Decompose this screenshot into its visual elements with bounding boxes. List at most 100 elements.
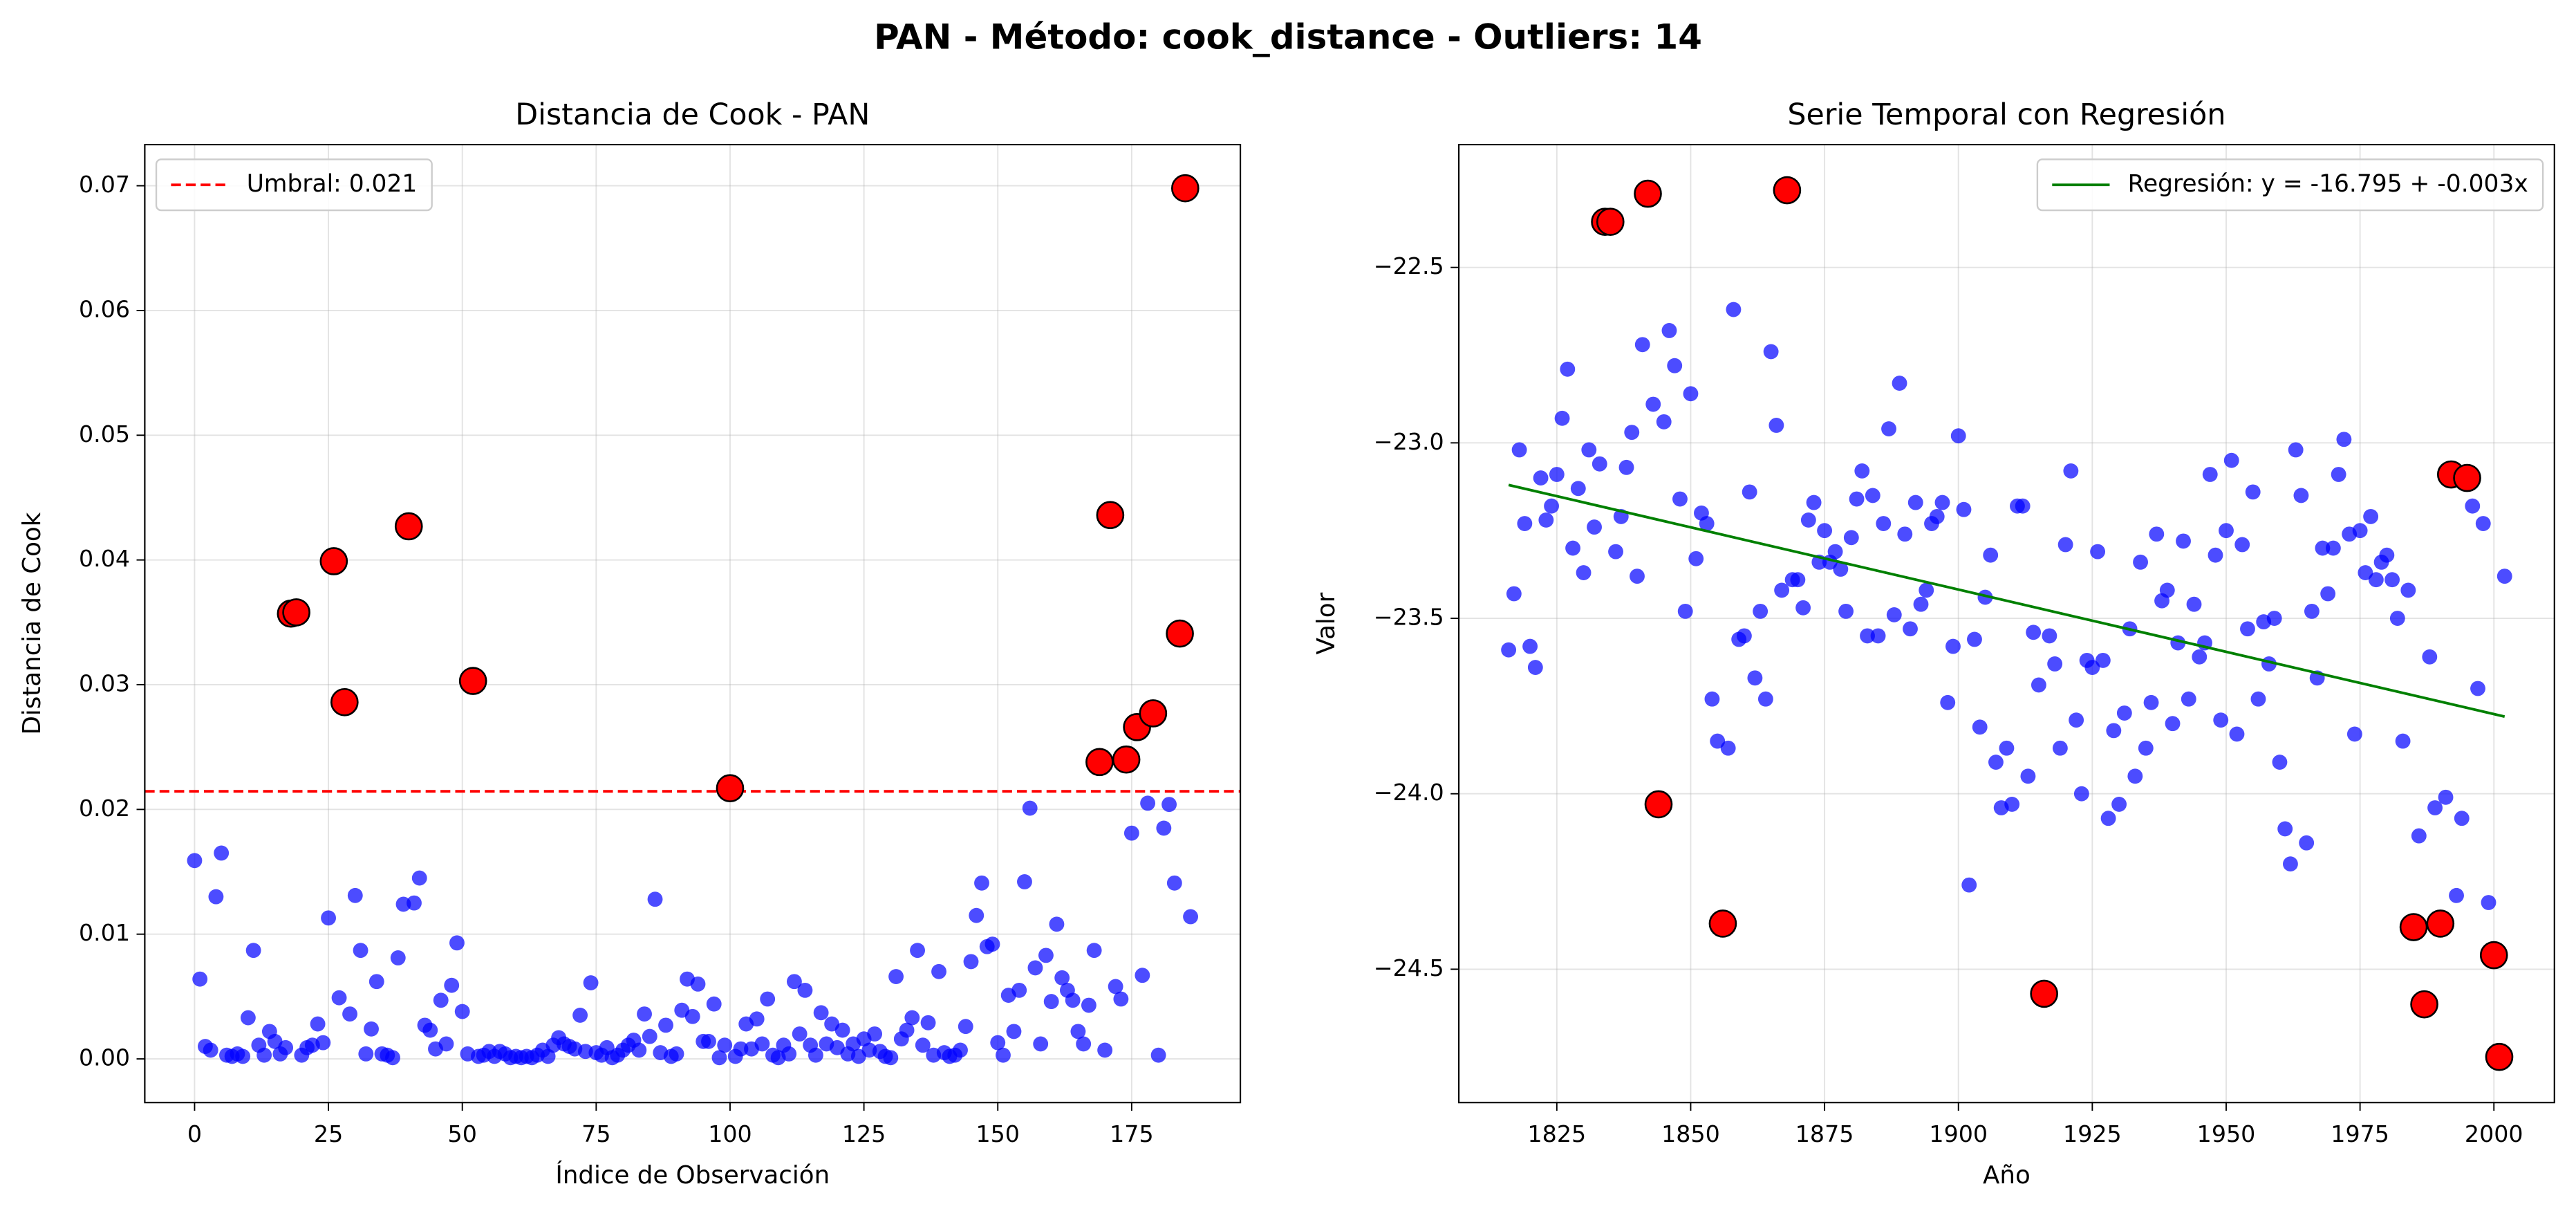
data-point <box>1081 997 1096 1013</box>
y-tick-label: 0.07 <box>79 171 130 198</box>
data-point <box>2427 800 2443 815</box>
data-point <box>1747 670 1763 686</box>
legend-box <box>2036 158 2544 212</box>
data-point <box>1054 970 1070 986</box>
data-point <box>1581 442 1597 458</box>
data-point <box>192 971 208 987</box>
y-tick-label: 0.03 <box>79 670 130 697</box>
data-point <box>1501 642 1517 658</box>
data-point <box>1086 943 1102 959</box>
data-point <box>2095 652 2111 668</box>
data-point <box>2277 821 2293 837</box>
plot-area <box>144 145 1241 1103</box>
axes-frame <box>144 144 1242 1104</box>
y-axis-label: Valor <box>1312 592 1341 654</box>
outlier-point <box>1171 174 1200 203</box>
x-tick-label: 75 <box>581 1120 610 1147</box>
data-point <box>1533 470 1549 486</box>
data-point <box>2106 723 2122 739</box>
data-point <box>637 1006 652 1022</box>
data-point <box>1742 484 1757 500</box>
data-point <box>407 895 422 911</box>
outlier-point <box>2030 979 2058 1008</box>
data-point <box>2219 523 2234 539</box>
legend-label: Regresión: y = -16.795 + -0.003x <box>2128 170 2528 198</box>
data-point <box>915 1037 931 1053</box>
data-point <box>1956 501 1972 517</box>
data-point <box>1608 544 1623 560</box>
data-point <box>996 1047 1011 1063</box>
data-point <box>2422 649 2438 665</box>
outlier-point <box>319 547 348 575</box>
regression-line <box>1508 483 2505 718</box>
data-point <box>1988 755 2004 770</box>
data-point <box>2004 797 2020 812</box>
data-point <box>1097 1042 1113 1058</box>
data-point <box>2266 611 2282 626</box>
data-point <box>2288 442 2304 458</box>
legend: Umbral: 0.021 <box>155 158 433 212</box>
data-point <box>433 992 449 1008</box>
data-point <box>390 950 406 965</box>
data-point <box>1011 982 1027 998</box>
data-point <box>1123 825 1139 841</box>
data-point <box>1860 628 1875 644</box>
data-point <box>1108 979 1123 995</box>
data-point <box>1699 516 1715 531</box>
data-point <box>1624 425 1640 441</box>
data-point <box>1065 992 1081 1008</box>
data-point <box>958 1019 973 1035</box>
data-point <box>2133 554 2148 570</box>
data-point <box>1827 544 1843 560</box>
data-point <box>1736 628 1752 644</box>
data-point <box>1043 994 1059 1010</box>
data-point <box>444 977 460 993</box>
data-point <box>1156 820 1172 836</box>
outlier-point <box>1085 748 1114 777</box>
data-point <box>2465 498 2481 514</box>
data-point <box>1049 916 1065 932</box>
data-point <box>2165 716 2181 732</box>
data-point <box>1587 519 1602 535</box>
data-point <box>1704 691 1720 707</box>
outlier-point <box>2453 463 2481 492</box>
data-point <box>1929 508 1945 524</box>
data-point <box>1688 551 1704 566</box>
x-tick-label: 100 <box>708 1120 752 1147</box>
data-point <box>786 974 802 990</box>
subplot: 0 25 50 75 100 125 150 175 0.00 0.01 0.02 0.03 0.04 0… <box>18 98 1242 1190</box>
data-point <box>2073 786 2089 802</box>
data-point <box>1886 607 1902 622</box>
x-tick-label: 50 <box>448 1120 477 1147</box>
data-point <box>2395 733 2411 749</box>
data-point <box>1511 442 1527 458</box>
data-point <box>2470 681 2485 696</box>
data-point <box>2116 705 2132 721</box>
data-point <box>888 969 904 984</box>
x-tick-label: 1850 <box>1661 1120 1720 1147</box>
data-point <box>342 1006 357 1022</box>
data-point <box>963 954 979 970</box>
data-point <box>2229 726 2245 742</box>
data-point <box>315 1035 331 1051</box>
data-point <box>1907 494 1923 510</box>
data-point <box>2245 484 2261 500</box>
data-point <box>1527 660 1543 675</box>
data-point <box>1881 421 1896 436</box>
data-point <box>1033 1036 1049 1052</box>
data-point <box>733 1041 749 1057</box>
data-point <box>2069 712 2084 728</box>
data-point <box>1166 875 1182 891</box>
data-point <box>2411 828 2427 844</box>
data-point <box>904 1010 920 1026</box>
outlier-point <box>1773 176 1802 205</box>
data-point <box>717 1037 733 1053</box>
data-point <box>1672 491 1688 507</box>
data-point <box>813 1005 829 1021</box>
data-point <box>1945 638 1961 654</box>
data-point <box>1549 467 1565 482</box>
legend-label: Umbral: 0.021 <box>247 170 418 198</box>
data-point <box>1554 410 1570 426</box>
data-point <box>2331 467 2346 482</box>
outlier-point <box>2399 913 2428 941</box>
